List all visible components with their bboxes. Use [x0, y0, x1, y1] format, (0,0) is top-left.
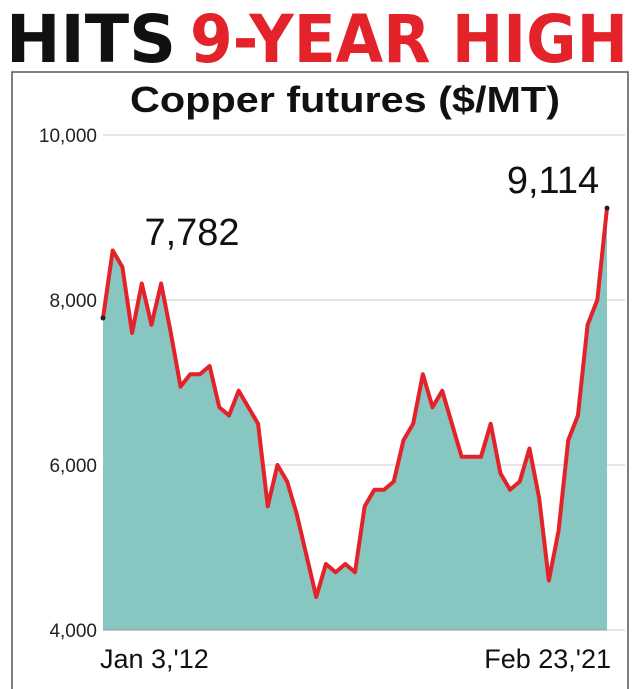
y-tick-label: 4,000	[49, 621, 97, 642]
value-label: 7,782	[144, 212, 239, 254]
x-tick-label: Feb 23,'21	[484, 644, 611, 674]
chart-title: Copper futures ($/MT)	[130, 79, 560, 120]
y-tick-label: 6,000	[49, 456, 97, 477]
headline-word: 9-YEAR HIGH	[190, 1, 628, 78]
area	[103, 208, 607, 630]
end-dot	[604, 205, 610, 211]
end-dot	[100, 315, 106, 321]
y-tick-label: 8,000	[49, 291, 97, 312]
y-tick-label: 10,000	[39, 126, 97, 147]
line	[101, 207, 609, 599]
frame	[11, 71, 629, 689]
x-tick-label: Jan 3,'12	[100, 644, 209, 674]
value-label: 9,114	[507, 160, 599, 202]
headline-word: HITS	[6, 1, 176, 78]
